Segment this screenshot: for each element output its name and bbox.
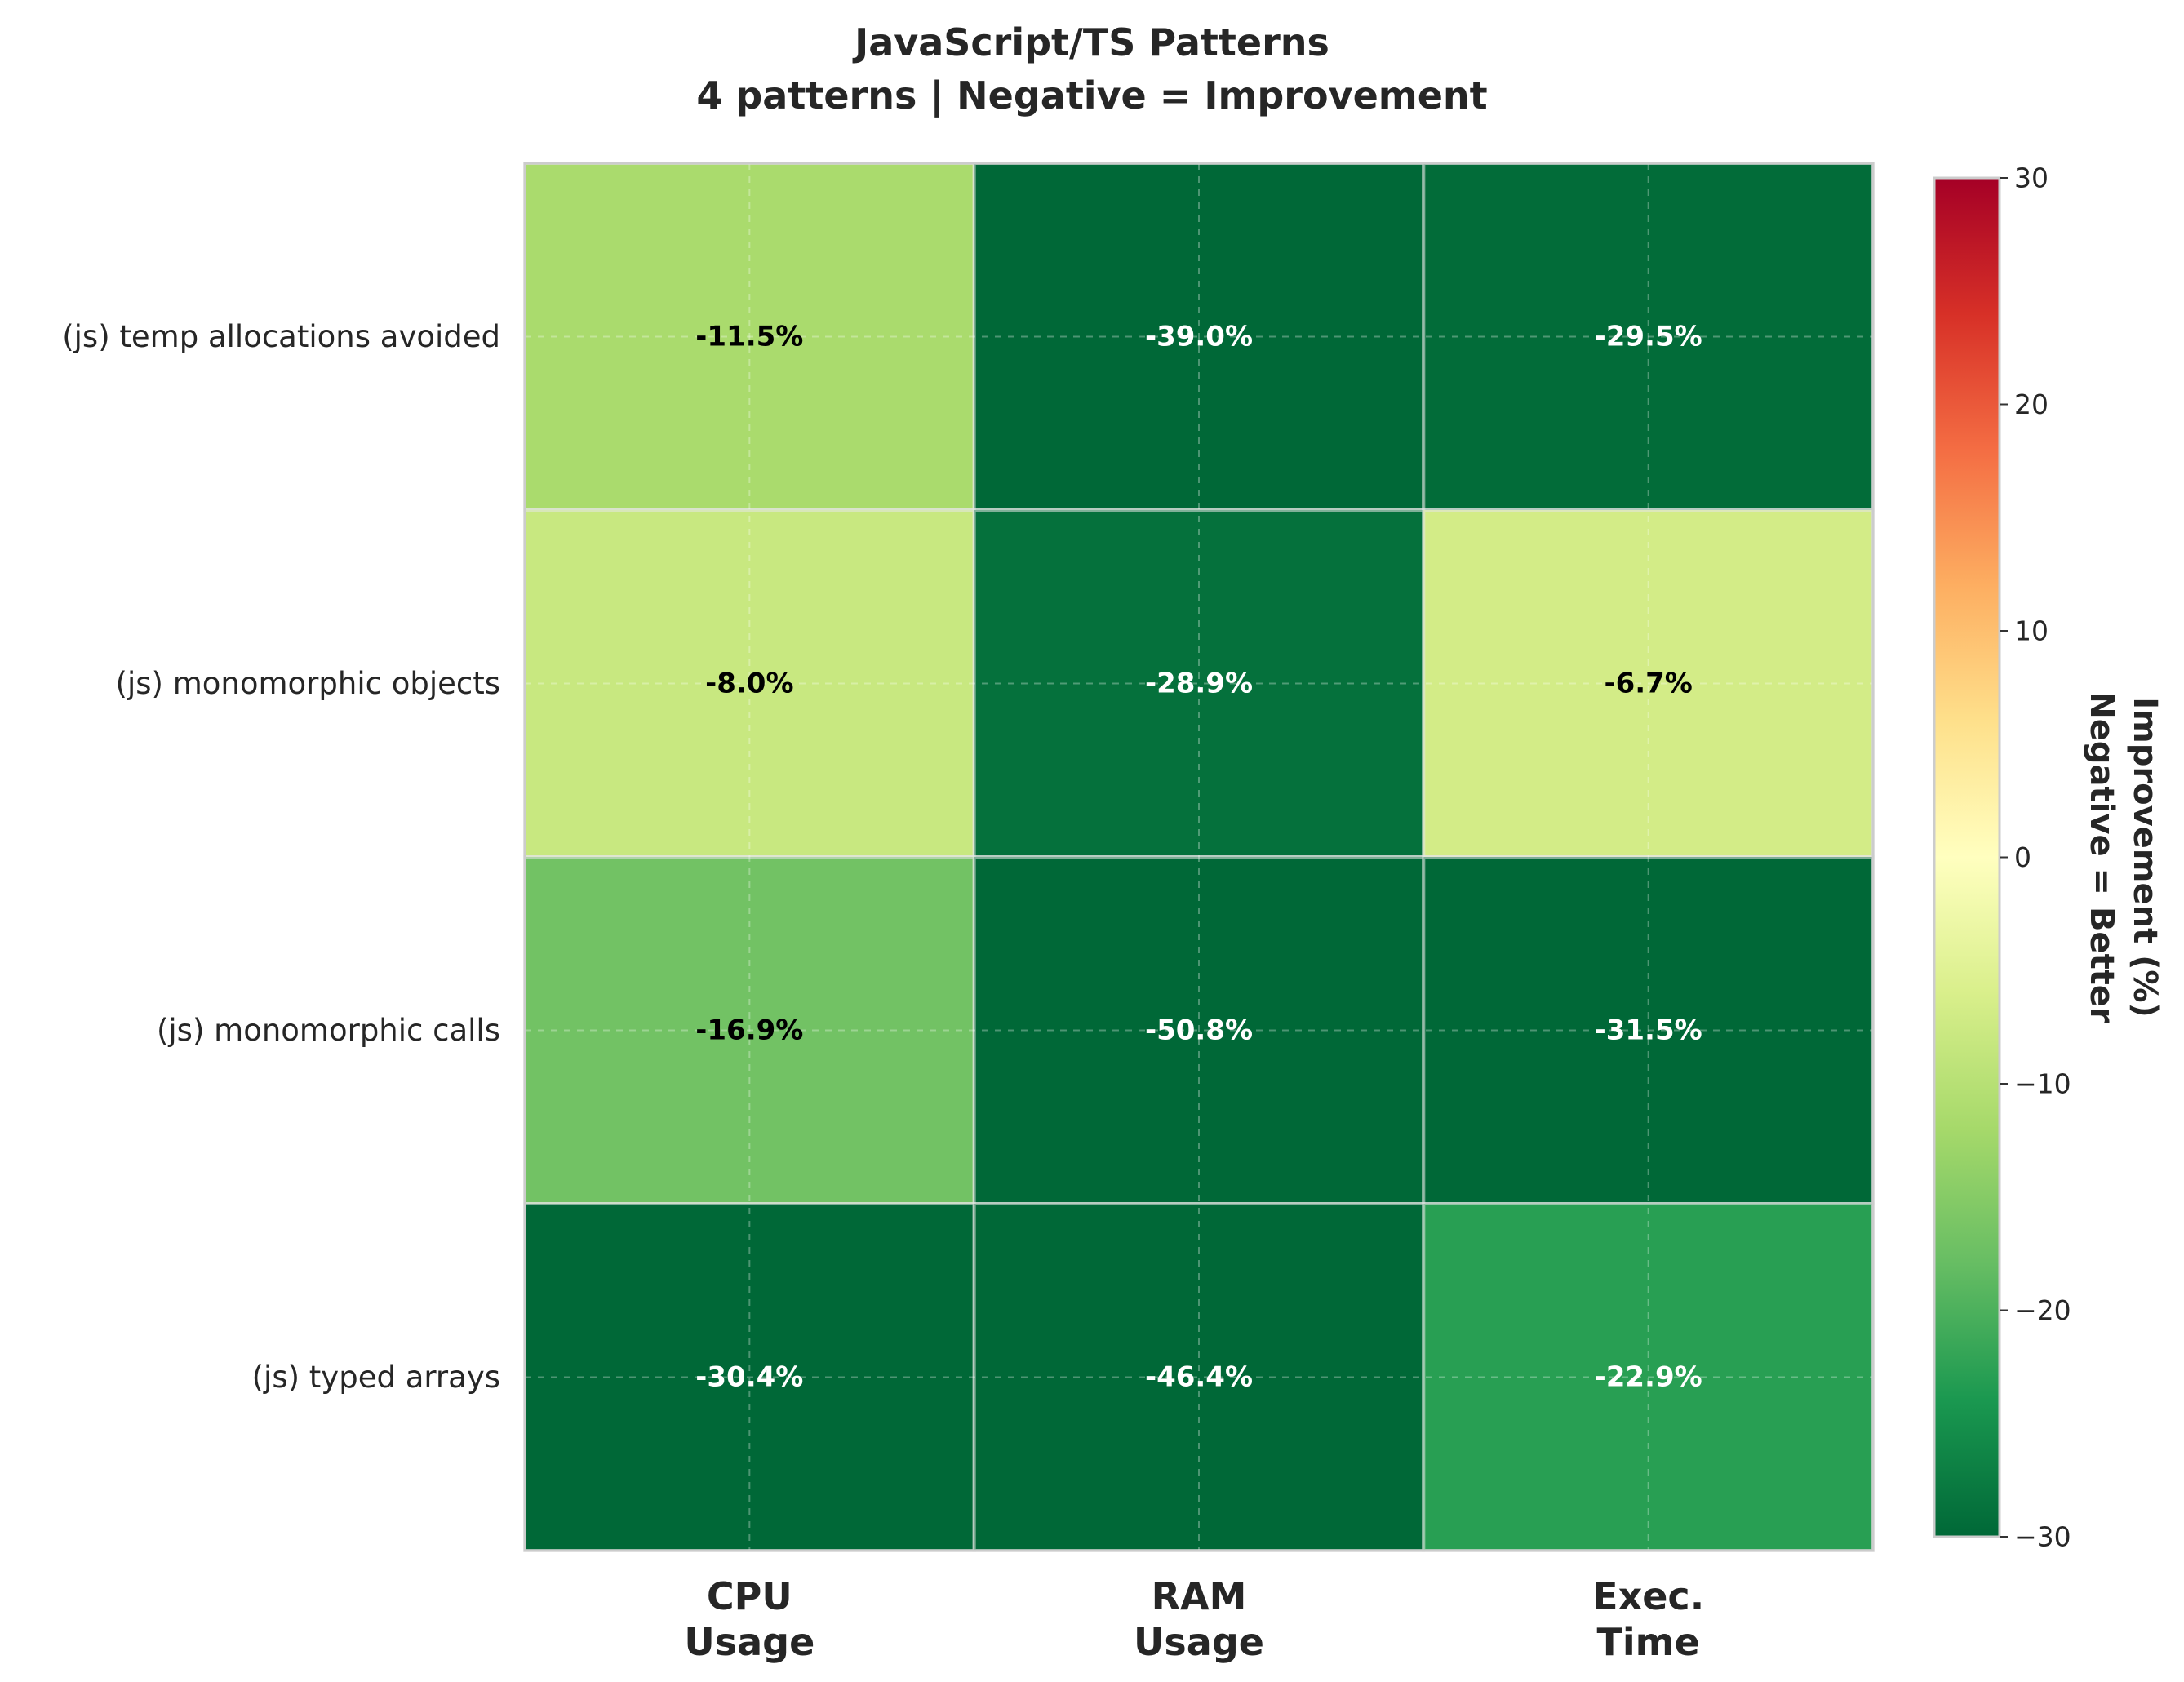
colorbar-tick-label: 0: [2014, 841, 2031, 873]
cell-value-label: -11.5%: [695, 321, 803, 353]
colorbar-tick-label: −30: [2014, 1521, 2071, 1553]
cell-value-label: -30.4%: [695, 1361, 803, 1394]
column-label: Usage: [1134, 1620, 1264, 1664]
heatmap-cell: [523, 508, 976, 859]
cell-value-label: -8.0%: [705, 668, 793, 700]
heatmap-cell: [972, 855, 1426, 1205]
chart-title: JavaScript/TS Patterns: [852, 20, 1329, 64]
colorbar-tick-label: 30: [2014, 162, 2049, 194]
cell-value-label: -39.0%: [1145, 321, 1253, 353]
colorbar-tick-label: 10: [2014, 615, 2049, 647]
row-label: (js) temp allocations avoided: [62, 319, 500, 354]
cell-value-label: -50.8%: [1145, 1014, 1253, 1047]
column-label: CPU: [707, 1574, 792, 1618]
heatmap-cell: [972, 162, 1426, 512]
heatmap-border: [523, 162, 1875, 1552]
chart-subtitle: 4 patterns | Negative = Improvement: [696, 73, 1487, 118]
heatmap-cell: [1422, 508, 1875, 859]
cell-value-label: -16.9%: [695, 1014, 803, 1047]
cell-value-label: -31.5%: [1595, 1014, 1702, 1047]
heatmap-cell: [523, 162, 976, 512]
colorbar-tick-label: 20: [2014, 388, 2049, 420]
row-label: (js) monomorphic objects: [116, 666, 500, 701]
column-label: Exec.: [1592, 1574, 1704, 1618]
colorbar-label: Negative = Better: [2083, 691, 2120, 1023]
column-label: RAM: [1152, 1574, 1247, 1618]
cell-value-label: -29.5%: [1595, 321, 1702, 353]
colorbar-tick-label: −10: [2014, 1068, 2071, 1100]
cell-value-label: -28.9%: [1145, 668, 1253, 700]
column-label: Usage: [684, 1620, 815, 1664]
colorbar-gradient: [1933, 176, 2001, 1538]
colorbar-label: Improvement (%): [2126, 697, 2164, 1018]
column-label: Time: [1597, 1620, 1700, 1664]
row-label: (js) monomorphic calls: [157, 1013, 500, 1048]
colorbar: 30 20 10 0 −10 −20 −30 Improvement (%)Negative …: [1933, 162, 2164, 1553]
colorbar-tick-label: −20: [2014, 1294, 2071, 1326]
cell-value-label: -22.9%: [1595, 1361, 1702, 1394]
row-label: (js) typed arrays: [252, 1360, 500, 1395]
heatmap-cell: [972, 508, 1426, 859]
heatmap-cell: [1422, 1202, 1875, 1552]
cell-value-label: -46.4%: [1145, 1361, 1253, 1394]
heatmap-cell: [523, 1202, 976, 1552]
cell-value-label: -6.7%: [1604, 668, 1692, 700]
heatmap-cells: -11.5% -39.0% -29.5% -8.0% -28.9% -6.7% -16.9%…: [523, 162, 1875, 1552]
row-labels: (js) temp allocations avoided (js) monomo…: [62, 319, 500, 1395]
